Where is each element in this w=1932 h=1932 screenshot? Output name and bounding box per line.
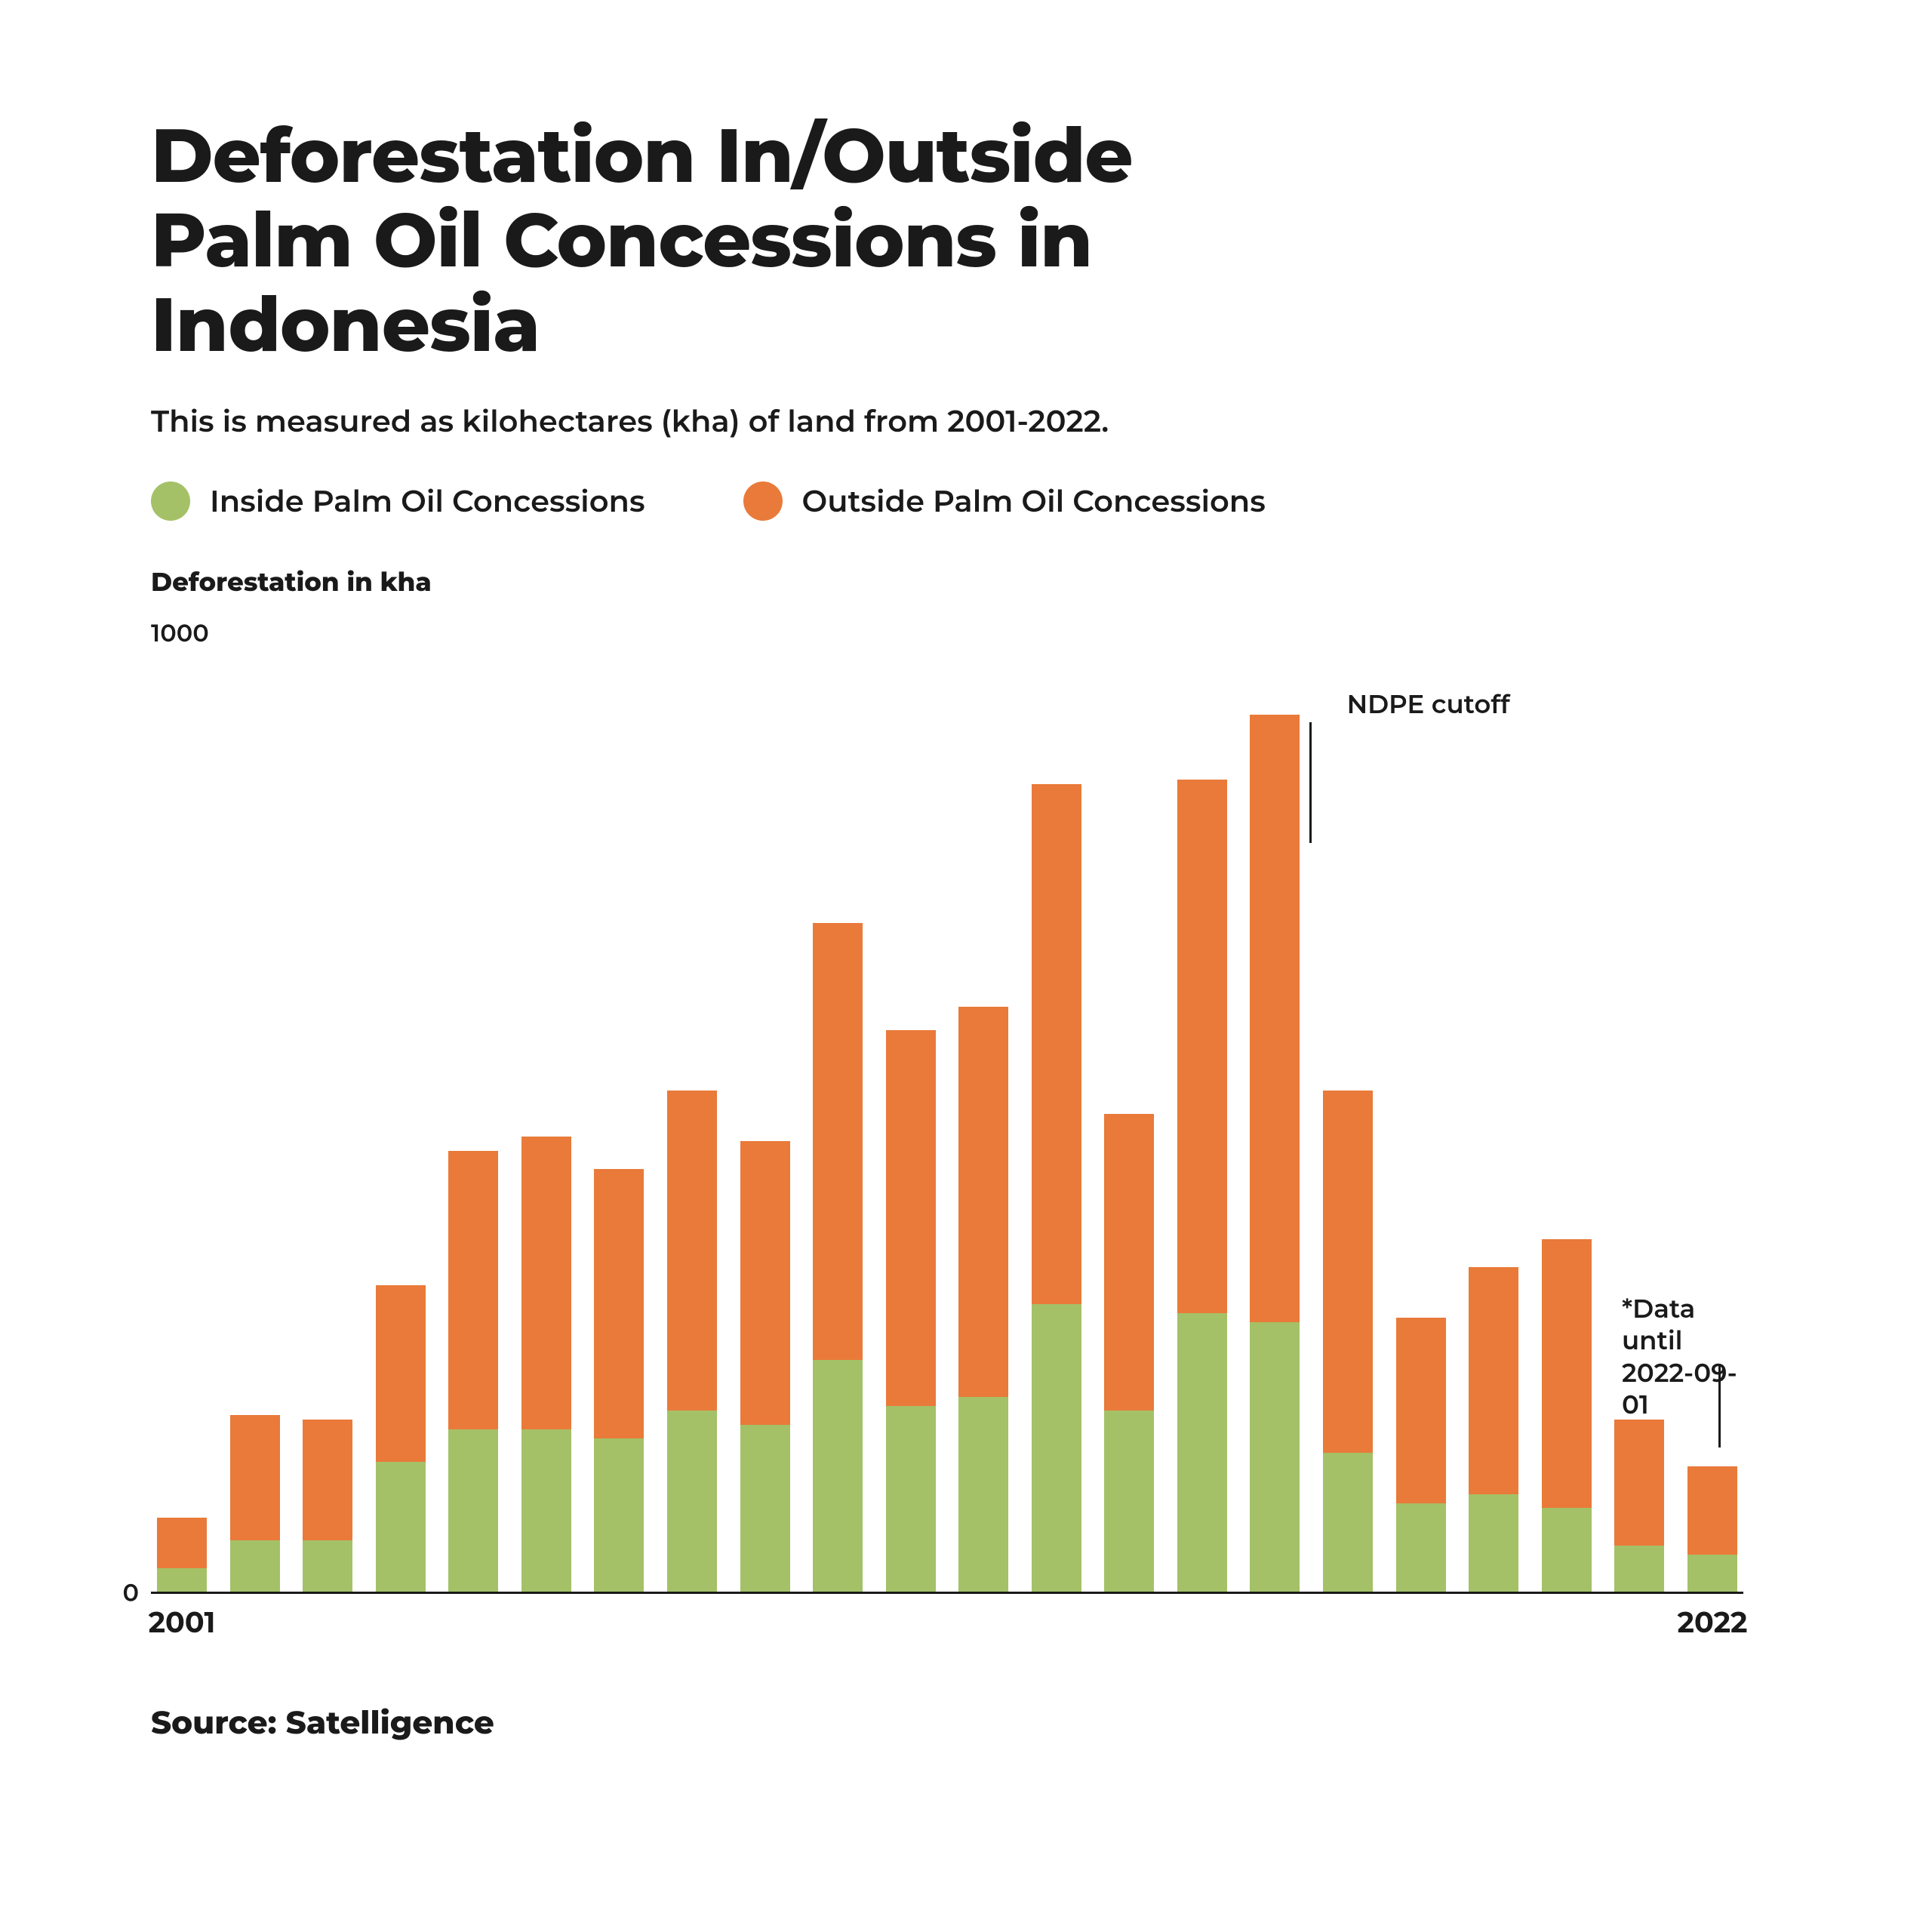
bar-2013 [1032,784,1081,1592]
bar-2007 [594,1169,644,1592]
bar-segment-outside [1687,1466,1737,1555]
chart-subtitle: This is measured as kilohectares (kha) o… [151,403,1804,440]
bar-segment-outside [594,1169,644,1438]
bar-segment-outside [376,1285,426,1462]
bar-segment-outside [958,1007,1008,1397]
x-label-first: 2001 [149,1604,216,1640]
x-axis-labels: 2001 2022 [151,1604,1804,1650]
bar-segment-inside [303,1540,352,1592]
legend-label-outside: Outside Palm Oil Concessions [802,483,1266,520]
title-line: Indonesia [151,282,1804,367]
bar-2004 [376,1285,426,1592]
bar-2009 [740,1141,790,1592]
bar-segment-inside [1032,1304,1081,1592]
annotation-ndpe-line [1309,722,1312,843]
bar-segment-inside [1323,1453,1373,1592]
legend-item-outside: Outside Palm Oil Concessions [743,481,1266,521]
source-text: Source: Satelligence [151,1703,1804,1742]
bar-segment-inside [813,1360,863,1592]
title-line: Palm Oil Concessions in [151,198,1804,282]
bar-segment-inside [1177,1313,1227,1592]
annotation-data-until-l1: *Data until [1622,1293,1743,1357]
annotation-ndpe: NDPE cutoff [1347,688,1510,720]
bar-segment-inside [886,1406,936,1592]
bar-segment-outside [886,1030,936,1406]
page: Deforestation In/Outside Palm Oil Conces… [0,0,1932,1932]
bar-2018 [1396,1318,1446,1592]
bar-segment-inside [594,1438,644,1592]
bar-2001 [157,1518,207,1592]
bar-segment-outside [448,1151,498,1429]
bar-segment-outside [157,1518,207,1569]
bar-segment-outside [1542,1239,1592,1509]
bar-segment-outside [813,923,863,1359]
bar-2003 [303,1420,352,1592]
bar-segment-inside [1104,1411,1154,1592]
legend-item-inside: Inside Palm Oil Concessions [151,481,645,521]
x-label-last: 2022 [1678,1604,1748,1640]
bar-segment-outside [521,1137,571,1429]
bar-2006 [521,1137,571,1592]
bar-segment-inside [1250,1322,1300,1592]
bar-segment-outside [1104,1114,1154,1411]
bar-2015 [1177,780,1227,1592]
bar-segment-outside [1177,780,1227,1313]
y-tick-0: 0 [122,1579,139,1608]
y-axis-title: Deforestation in kha [151,566,1804,598]
bar-segment-outside [1250,715,1300,1323]
chart-title: Deforestation In/Outside Palm Oil Conces… [151,113,1804,367]
bar-2016 [1250,715,1300,1592]
bars-container [151,663,1743,1592]
bar-segment-outside [667,1091,717,1411]
bar-segment-outside [1323,1091,1373,1453]
bar-segment-inside [1469,1494,1518,1592]
bar-2010 [813,923,863,1592]
bar-segment-inside [1542,1508,1592,1592]
bar-2019 [1469,1267,1518,1592]
bar-2012 [958,1007,1008,1592]
bar-2021 [1614,1420,1664,1592]
annotation-data-until-line [1718,1364,1721,1447]
bar-segment-inside [1396,1503,1446,1592]
bar-segment-inside [448,1429,498,1592]
legend: Inside Palm Oil Concessions Outside Palm… [151,481,1804,521]
bar-2002 [230,1415,280,1592]
bar-segment-inside [376,1462,426,1592]
bar-segment-inside [1687,1555,1737,1592]
legend-label-inside: Inside Palm Oil Concessions [210,483,645,520]
bar-segment-inside [958,1397,1008,1592]
bar-segment-inside [521,1429,571,1592]
plot-area: 0 NDPE cutoff *Data until 2022-09-01 [151,663,1743,1594]
title-line: Deforestation In/Outside [151,113,1804,198]
bar-segment-inside [1614,1546,1664,1592]
bar-segment-inside [740,1425,790,1592]
bar-2014 [1104,1114,1154,1592]
annotation-data-until-l2: 2022-09-01 [1622,1357,1743,1421]
chart-area: 0 NDPE cutoff *Data until 2022-09-01 200… [151,663,1804,1650]
bar-segment-outside [1396,1318,1446,1503]
bar-segment-outside [1614,1420,1664,1545]
bar-2008 [667,1091,717,1592]
bar-2005 [448,1151,498,1592]
bar-2017 [1323,1091,1373,1592]
bar-segment-outside [230,1415,280,1540]
bar-segment-outside [1032,784,1081,1304]
bar-segment-outside [303,1420,352,1540]
legend-swatch-outside [743,481,783,521]
bar-segment-outside [1469,1267,1518,1494]
annotation-data-until: *Data until 2022-09-01 [1622,1293,1743,1421]
bar-segment-inside [230,1540,280,1592]
bar-segment-outside [740,1141,790,1424]
bar-2011 [886,1030,936,1592]
bar-2020 [1542,1239,1592,1592]
legend-swatch-inside [151,481,190,521]
bar-segment-inside [667,1411,717,1592]
y-tick-1000: 1000 [151,619,1804,648]
bar-segment-inside [157,1568,207,1592]
bar-2022 [1687,1466,1737,1592]
